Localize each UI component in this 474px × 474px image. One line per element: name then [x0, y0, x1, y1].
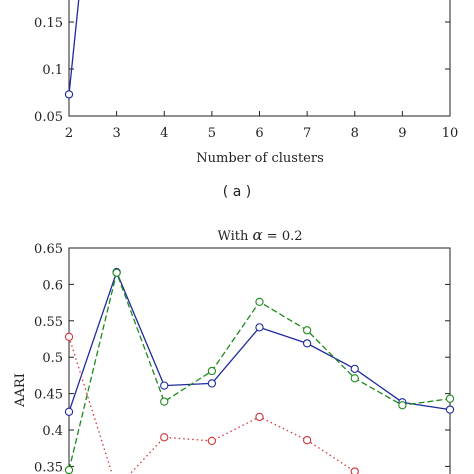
chart-a-xtick-label: 4: [160, 126, 168, 141]
chart-a-xtick-label: 2: [65, 126, 73, 141]
chart-a-series-line: [68, 0, 80, 95]
chart-a-point: [64, 90, 74, 99]
chart-b-title-symbol: α: [253, 226, 263, 244]
chart-b-point: [302, 339, 312, 348]
chart-a-xtick-label: 7: [303, 126, 311, 141]
chart-a-ytick-label: 0.1: [42, 63, 63, 78]
chart-a-xtick-label: 8: [351, 126, 359, 141]
chart-b-title-prefix: With: [217, 229, 252, 244]
chart-b-title-suffix: = 0.2: [263, 229, 303, 244]
chart-b-point: [302, 436, 312, 445]
chart-b-point: [207, 436, 217, 446]
chart-b-frame: [68, 247, 451, 474]
chart-b-point: [160, 397, 169, 406]
chart-b-point: [64, 332, 74, 341]
chart-b-ytick-label: 0.6: [42, 278, 63, 293]
chart-a-xlabel: Number of clusters: [196, 151, 324, 166]
chart-b-ytick-label: 0.55: [34, 315, 63, 330]
chart-a-xtick-label: 5: [208, 126, 216, 141]
chart-b-point: [207, 366, 217, 376]
chart-b-ytick-label: 0.65: [34, 242, 63, 257]
chart-a-xtick-label: 10: [442, 126, 459, 141]
chart-b-ytick-label: 0.45: [34, 388, 63, 403]
chart-a-xtick-label: 6: [255, 126, 263, 141]
chart-b-point: [350, 467, 359, 474]
chart-b-series-line: [68, 336, 356, 474]
chart-b-point: [112, 268, 121, 277]
chart-b-ytick-label: 0.5: [42, 351, 63, 366]
chart-b-series-line: [68, 270, 451, 413]
chart-a-xtick-label: 9: [398, 126, 406, 141]
chart-a-panel-label: ( a ): [223, 184, 251, 200]
chart-b-title: With α = 0.2: [217, 226, 302, 244]
chart-a-xtick-label: 3: [112, 126, 120, 141]
chart-b-ytick-label: 0.35: [34, 460, 63, 474]
chart-b-ytick-label: 0.4: [42, 424, 63, 439]
chart-b-point: [160, 433, 169, 442]
chart-b-point: [64, 465, 74, 474]
chart-b-point: [350, 374, 359, 383]
chart-b-point: [255, 323, 264, 332]
chart-b-point: [255, 297, 264, 307]
chart-b-point: [350, 364, 359, 373]
chart-b-point: [445, 405, 455, 414]
chart-b-point: [64, 407, 74, 416]
chart-b-point: [207, 379, 217, 388]
chart-a-ytick-label: 0.05: [34, 110, 63, 125]
chart-a-ytick-label: 0.15: [34, 16, 63, 31]
chart-b: With α = 0.2 0.65 0.6 0.55 0.5 0.45 0.4 0.35 A…: [13, 226, 455, 474]
chart-a-frame: [68, 0, 451, 117]
chart-b-point: [160, 381, 169, 390]
chart-b-point: [398, 401, 407, 410]
chart-b-point: [445, 394, 455, 403]
chart-b-ylabel: AARI: [13, 373, 28, 408]
chart-b-point: [302, 326, 312, 335]
chart-b-point: [255, 412, 264, 422]
